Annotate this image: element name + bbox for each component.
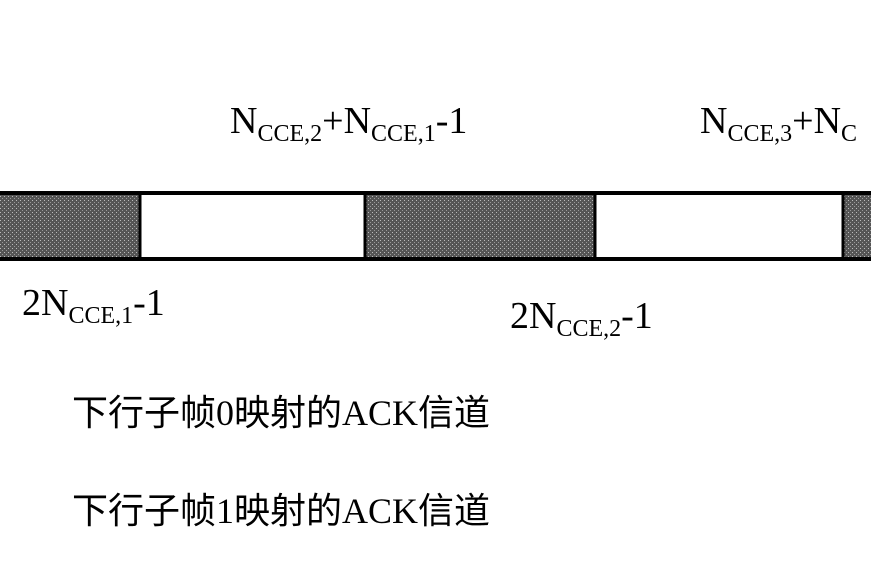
subframe0-block — [843, 193, 871, 259]
boundary-label: NCCE,2+NCCE,1-1 — [230, 100, 467, 147]
label-part: +N — [792, 100, 841, 142]
label-part: 2N — [22, 282, 68, 324]
label-part: N — [700, 100, 727, 142]
boundary-label: 2NCCE,2-1 — [510, 295, 653, 342]
subframe0-block — [365, 193, 595, 259]
label-part: -1 — [133, 282, 165, 324]
label-subscript: CCE,1 — [68, 303, 133, 329]
boundary-label: NCCE,3+NC — [700, 100, 857, 147]
label-part: 2N — [510, 295, 556, 337]
subframe1-block — [140, 193, 365, 259]
subframe1-block — [595, 193, 843, 259]
label-part: +N — [322, 100, 371, 142]
label-subscript: C — [841, 121, 857, 147]
channel-bar — [0, 191, 871, 261]
boundary-label: 2NCCE,1-1 — [22, 282, 165, 329]
legend-text: 下行子帧1映射的ACK信道 — [72, 491, 490, 531]
legend-text: 下行子帧0映射的ACK信道 — [72, 393, 490, 433]
subframe0-block — [0, 193, 140, 259]
label-subscript: CCE,1 — [371, 121, 436, 147]
label-subscript: CCE,3 — [727, 121, 792, 147]
label-subscript: CCE,2 — [257, 121, 322, 147]
label-part: N — [230, 100, 257, 142]
label-subscript: CCE,2 — [556, 316, 621, 342]
label-part: -1 — [436, 100, 468, 142]
label-part: -1 — [621, 295, 653, 337]
